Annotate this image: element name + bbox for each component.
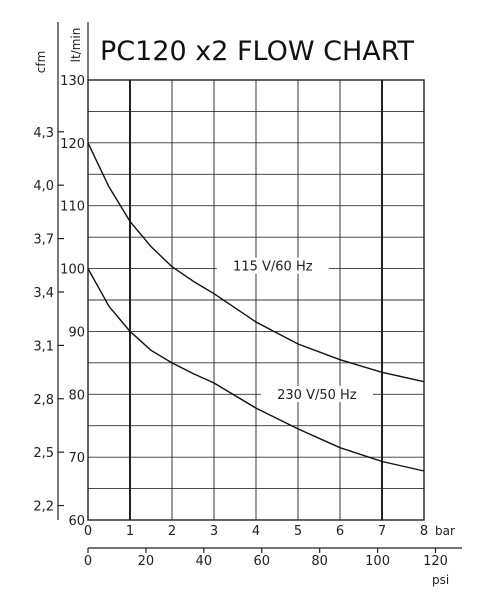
series-label: 115 V/60 Hz	[233, 260, 313, 275]
series-line	[87, 142, 425, 383]
psi-tick-label: 40	[196, 554, 213, 569]
cfm-tick-label: 3,1	[33, 339, 54, 354]
bar-tick-label: 4	[252, 524, 260, 539]
series-label: 230 V/50 Hz	[277, 388, 357, 403]
psi-tick-label: 80	[311, 554, 328, 569]
psi-tick-label: 20	[138, 554, 155, 569]
cfm-tick-label: 2,8	[33, 393, 54, 408]
bar-axis-unit: bar	[435, 524, 455, 538]
ltmin-tick-label: 110	[60, 200, 85, 215]
cfm-tick-label: 4,3	[33, 126, 54, 141]
series-line	[87, 268, 425, 472]
ltmin-tick-label: 130	[60, 74, 85, 89]
psi-tick-label: 120	[423, 554, 448, 569]
ltmin-tick-label: 60	[68, 514, 85, 529]
chart-title: PC120 x2 FLOW CHART	[100, 36, 415, 67]
bar-tick-label: 3	[210, 524, 218, 539]
cfm-tick-label: 2,2	[33, 500, 54, 515]
ltmin-axis-unit: lt/min	[69, 28, 83, 63]
ltmin-tick-label: 120	[60, 137, 85, 152]
ltmin-tick-label: 100	[60, 263, 85, 278]
ltmin-tick-label: 80	[68, 388, 85, 403]
bar-tick-label: 5	[294, 524, 302, 539]
bar-tick-label: 6	[336, 524, 344, 539]
cfm-axis-unit: cfm	[34, 51, 48, 74]
series-label-bg	[260, 385, 373, 402]
bar-tick-label: 7	[378, 524, 386, 539]
cfm-tick-label: 3,4	[33, 286, 54, 301]
psi-axis-unit: psi	[432, 573, 449, 587]
plot-frame	[87, 79, 425, 521]
cfm-tick-label: 4,0	[33, 179, 54, 194]
bar-tick-label: 1	[126, 524, 134, 539]
cfm-tick-label: 3,7	[33, 233, 54, 248]
ltmin-tick-label: 90	[68, 325, 85, 340]
cfm-tick-label: 2,5	[33, 446, 54, 461]
bar-tick-label: 0	[84, 524, 92, 539]
bar-tick-label: 8	[420, 524, 428, 539]
axes	[57, 22, 462, 553]
bar-tick-label: 2	[168, 524, 176, 539]
curves: 115 V/60 Hz 230 V/50 Hz	[87, 142, 425, 472]
grid	[88, 80, 424, 520]
tick-labels: 607080901001101201302,22,52,83,13,43,74,…	[33, 74, 448, 569]
series-label-bg	[216, 257, 329, 274]
psi-tick-label: 100	[365, 554, 390, 569]
ltmin-tick-label: 70	[68, 451, 85, 466]
psi-tick-label: 60	[253, 554, 270, 569]
psi-tick-label: 0	[84, 554, 92, 569]
